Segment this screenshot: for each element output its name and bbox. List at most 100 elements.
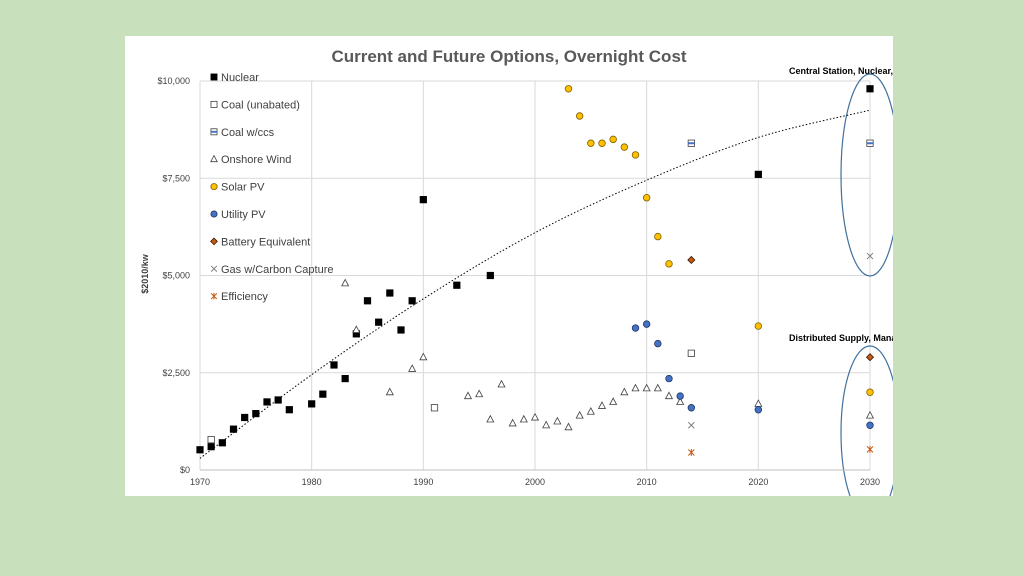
series-onshore-wind <box>341 278 875 431</box>
central-station-ellipse <box>840 73 893 277</box>
nuclear-point <box>754 170 762 178</box>
onshore-wind-point <box>564 422 573 431</box>
legend-label-efficiency: Efficiency <box>221 291 268 303</box>
nuclear-point <box>196 446 204 454</box>
legend-label-nuclear: Nuclear <box>221 72 259 84</box>
legend-label-solar-pv: Solar PV <box>221 182 265 194</box>
legend-marker-solar-pv <box>210 183 218 191</box>
utility-pv-point <box>654 339 662 348</box>
data-points-layer <box>196 85 875 456</box>
solar-pv-point <box>609 135 617 144</box>
series-utility-pv <box>631 320 874 429</box>
nuclear-point <box>308 400 316 408</box>
onshore-wind-point <box>631 383 640 392</box>
nuclear-point <box>207 443 215 451</box>
onshore-wind-point <box>486 414 495 423</box>
chart-svg: $0 $2,500 $5,000 $7,500 $10,000 1970 1980 1990 2… <box>140 47 893 496</box>
y-tick-label: $5,000 <box>162 271 190 281</box>
nuclear-point <box>386 289 394 297</box>
onshore-wind-point <box>664 391 674 400</box>
nuclear-point <box>363 297 372 305</box>
coal-w-ccs-point <box>866 139 874 147</box>
utility-pv-point <box>642 320 651 328</box>
coal-w-ccs-point <box>687 139 695 147</box>
utility-pv-point <box>631 324 640 332</box>
solar-pv-point <box>665 260 673 268</box>
solar-pv-point <box>620 143 629 151</box>
onshore-wind-point <box>653 383 662 392</box>
gas-w-carbon-capture-point <box>687 421 695 429</box>
battery-equivalent-point <box>865 353 875 362</box>
nuclear-point <box>319 390 327 398</box>
solar-pv-point <box>642 193 651 202</box>
legend-label-battery-equivalent: Battery Equivalent <box>221 236 310 248</box>
solar-pv-point <box>575 112 584 120</box>
battery-equivalent-point <box>687 255 696 265</box>
utility-pv-point <box>665 374 673 383</box>
nuclear-point <box>375 318 383 326</box>
solar-pv-point <box>564 85 573 93</box>
y-axis-title: $2010/kw <box>140 253 150 294</box>
series-battery-equivalent <box>687 255 875 362</box>
solar-pv-point <box>587 139 595 147</box>
legend-marker-efficiency <box>210 292 218 300</box>
distributed-supply-annotation: Distributed Supply, Managed Demand <box>789 333 893 343</box>
onshore-wind-point <box>642 383 651 392</box>
onshore-wind-point <box>754 399 763 407</box>
nuclear-point <box>486 271 494 280</box>
legend-marker-utility-pv <box>210 210 218 218</box>
legend: Nuclear Coal (unabated) Coal w/ccs Onshore … <box>210 72 334 303</box>
x-tick-label: 2020 <box>748 477 768 487</box>
chart-title: Current and Future Options, Overnight Co… <box>331 47 686 66</box>
distributed-supply-ellipse <box>840 345 893 496</box>
nuclear-point <box>330 361 338 369</box>
nuclear-point <box>408 297 416 305</box>
callout-ellipses <box>840 73 893 496</box>
efficiency-point <box>866 445 874 453</box>
solar-pv-point <box>631 151 640 159</box>
x-tick-label: 2010 <box>637 477 657 487</box>
nuclear-point <box>419 196 427 204</box>
nuclear-point <box>274 396 282 404</box>
nuclear-point <box>241 413 249 422</box>
onshore-wind-point <box>385 387 394 396</box>
legend-marker-coal-unabated <box>210 100 218 108</box>
series-nuclear <box>196 85 874 454</box>
gas-w-carbon-capture-point <box>866 252 874 260</box>
legend-marker-gas-w-carbon-capture <box>210 265 218 273</box>
onshore-wind-point <box>419 352 428 361</box>
chart-panel: $0 $2,500 $5,000 $7,500 $10,000 1970 1980 1990 2… <box>125 36 893 496</box>
legend-marker-nuclear <box>210 73 218 81</box>
x-tick-label: 2000 <box>525 477 545 487</box>
nuclear-point <box>263 398 271 406</box>
axis-layer: $0 $2,500 $5,000 $7,500 $10,000 1970 1980 1990 2… <box>157 76 880 487</box>
legend-label-onshore-wind: Onshore Wind <box>221 154 291 166</box>
onshore-wind-point <box>865 410 875 419</box>
onshore-wind-point <box>475 389 484 398</box>
y-tick-label: $7,500 <box>162 173 190 183</box>
series-efficiency <box>687 445 874 456</box>
series-solar-pv <box>564 85 874 396</box>
coal-unabated-point <box>430 404 439 412</box>
utility-pv-point <box>687 404 696 412</box>
solar-pv-point <box>598 139 606 147</box>
efficiency-point <box>687 448 695 456</box>
onshore-wind-point <box>620 387 629 396</box>
nuclear-point <box>252 409 260 418</box>
legend-label-coal-unabated: Coal (unabated) <box>221 99 300 111</box>
onshore-wind-point <box>676 397 685 405</box>
solar-pv-point <box>654 232 662 241</box>
onshore-wind-point <box>553 416 562 425</box>
legend-marker-coal-w-ccs <box>210 128 218 136</box>
utility-pv-point <box>866 421 874 429</box>
coal-unabated-point <box>207 436 215 444</box>
onshore-wind-point <box>609 397 618 405</box>
y-tick-label: $10,000 <box>157 76 190 86</box>
solar-pv-point <box>754 322 763 330</box>
legend-marker-onshore-wind <box>210 154 218 163</box>
y-tick-label: $0 <box>180 465 190 475</box>
central-station-annotation: Central Station, Nuclear, Coal, Gas <box>789 66 893 76</box>
y-tick-label: $2,500 <box>162 368 190 378</box>
x-tick-label: 1970 <box>190 477 210 487</box>
onshore-wind-point <box>408 364 417 372</box>
